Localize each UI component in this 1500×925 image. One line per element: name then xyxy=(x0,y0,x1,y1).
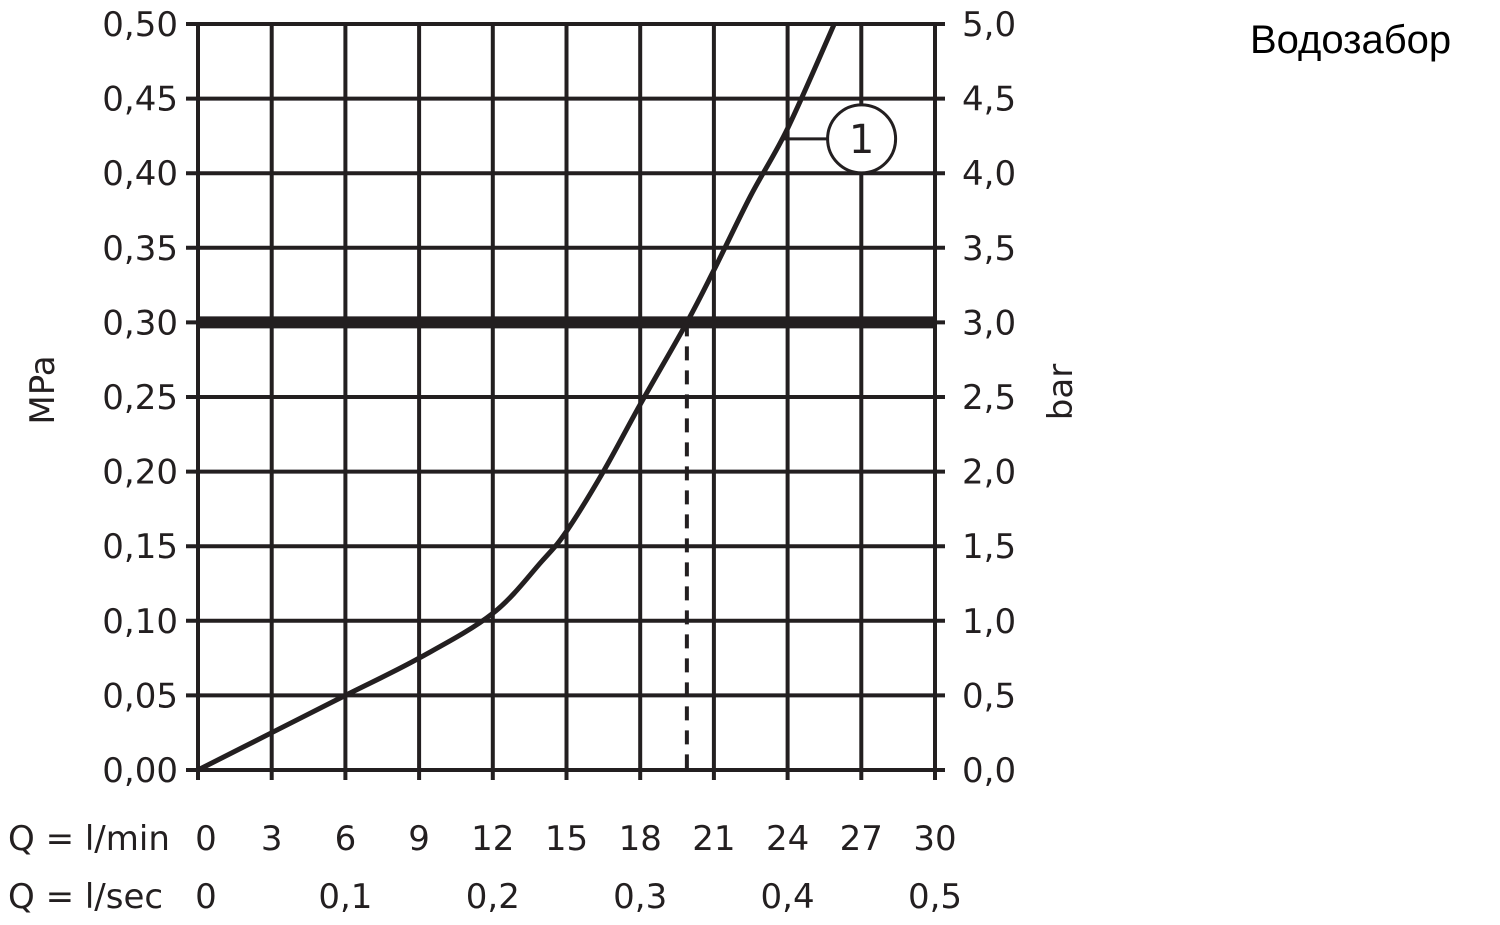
x-tick-label: 0 xyxy=(195,819,217,859)
annotation-circle xyxy=(826,103,898,175)
y-tick-label-right: 2,0 xyxy=(962,453,1016,493)
x-tick-label: 0,3 xyxy=(613,877,667,917)
y-axis-label-left: MPa xyxy=(23,355,63,424)
y-tick-label-right: 0,5 xyxy=(962,676,1016,716)
x-tick-label: 30 xyxy=(913,819,956,859)
y-tick-label-left: 0,10 xyxy=(102,602,178,642)
x-tick-label: 6 xyxy=(335,819,357,859)
x-tick-label: 12 xyxy=(471,819,514,859)
x-tick-label: 0,4 xyxy=(761,877,815,917)
y-tick-label-right: 1,0 xyxy=(962,602,1016,642)
y-tick-label-right: 4,5 xyxy=(962,80,1016,120)
x-tick-label: 9 xyxy=(408,819,430,859)
x-tick-label: 24 xyxy=(766,819,809,859)
y-tick-label-left: 0,45 xyxy=(102,80,178,120)
y-tick-label-left: 0,40 xyxy=(102,154,178,194)
y-tick-label-right: 1,5 xyxy=(962,527,1016,567)
y-tick-label-left: 0,50 xyxy=(102,5,178,45)
y-tick-label-left: 0,30 xyxy=(102,303,178,343)
series-line-1 xyxy=(196,22,837,773)
x-tick-label: 18 xyxy=(619,819,662,859)
y-tick-label-right: 3,0 xyxy=(962,303,1016,343)
y-tick-label-left: 0,20 xyxy=(102,453,178,493)
x-axis-prefix: Q = l/min xyxy=(8,819,170,859)
y-tick-label-left: 0,35 xyxy=(102,229,178,269)
x-tick-label: 21 xyxy=(692,819,735,859)
annotation-label: 1 xyxy=(849,117,874,163)
chart-title: Водозабор xyxy=(1250,18,1452,62)
y-tick-label-left: 0,05 xyxy=(102,676,178,716)
y-tick-label-left: 0,00 xyxy=(102,751,178,791)
x-tick-label: 15 xyxy=(545,819,588,859)
x-tick-label: 0,2 xyxy=(466,877,520,917)
x-tick-label: 3 xyxy=(261,819,283,859)
y-axis-label-right: bar xyxy=(1041,364,1081,420)
x-tick-label: 0 xyxy=(195,877,217,917)
x-tick-label: 0,1 xyxy=(318,877,372,917)
y-tick-label-right: 5,0 xyxy=(962,5,1016,45)
x-axis-prefix: Q = l/sec xyxy=(8,877,163,917)
y-tick-label-right: 0,0 xyxy=(962,751,1016,791)
y-tick-label-left: 0,25 xyxy=(102,378,178,418)
x-tick-label: 27 xyxy=(840,819,883,859)
x-tick-label: 0,5 xyxy=(908,877,962,917)
y-tick-label-right: 2,5 xyxy=(962,378,1016,418)
y-tick-label-right: 3,5 xyxy=(962,229,1016,269)
y-tick-label-right: 4,0 xyxy=(962,154,1016,194)
y-tick-label-left: 0,15 xyxy=(102,527,178,567)
